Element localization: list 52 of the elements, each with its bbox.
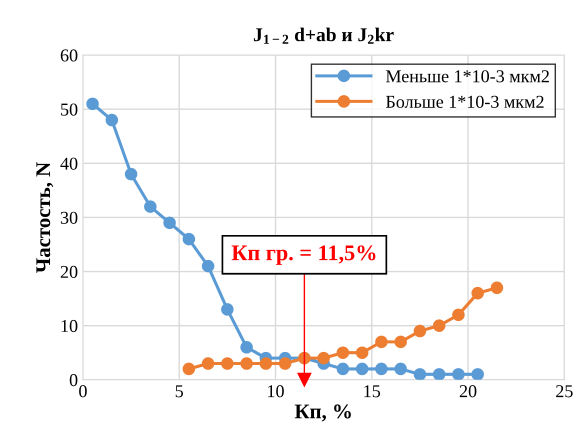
y-tick-label: 10 [62, 320, 78, 332]
x-tick-label: 5 [176, 385, 184, 398]
x-tick-label: 10 [268, 385, 284, 398]
y-axis-title: Частость, N [36, 162, 54, 273]
point [394, 336, 407, 348]
point [414, 368, 426, 380]
x-tick-label: 0 [79, 385, 87, 398]
x-tick-label: 25 [556, 385, 573, 398]
chart-title: J$_{1−2}$ d+ab и J$_{2}$kr [254, 28, 394, 44]
point [471, 286, 484, 300]
point [356, 346, 368, 359]
y-tick-label: 20 [60, 266, 78, 278]
point [278, 357, 292, 370]
point [221, 303, 234, 316]
point [336, 362, 350, 376]
y-tick-label: 60 [60, 49, 78, 62]
legend-label: Меньше 1*10-3 мкм2 [386, 70, 549, 82]
point [182, 362, 196, 376]
point [221, 357, 234, 370]
y-tick-label: 0 [70, 374, 78, 386]
y-tick-label: 40 [60, 158, 78, 170]
point [260, 357, 272, 370]
point [182, 232, 196, 246]
point [317, 352, 330, 364]
point [86, 98, 99, 110]
point [432, 368, 446, 380]
point [394, 362, 407, 376]
point [336, 346, 350, 359]
x-axis-title: Кп, % [294, 404, 351, 422]
point [414, 324, 426, 338]
point [202, 260, 214, 272]
point [163, 216, 176, 230]
point [452, 308, 465, 322]
ref-line-label: Кп гр. = 11,5% [232, 245, 376, 265]
legend-label: Больше 1*10-3 мкм2 [386, 96, 544, 108]
point [490, 282, 504, 294]
point [452, 368, 465, 380]
point [240, 357, 253, 370]
point [202, 357, 214, 370]
point [240, 341, 253, 354]
point [106, 114, 118, 126]
x-tick-label: 15 [364, 385, 380, 398]
x-tick-label: 20 [460, 385, 476, 398]
point [432, 319, 446, 332]
point [471, 368, 484, 380]
point [356, 362, 368, 376]
point [375, 336, 388, 348]
point [375, 362, 388, 376]
point [124, 168, 138, 180]
y-tick-label: 30 [60, 212, 78, 224]
point [144, 200, 157, 213]
y-tick-label: 50 [61, 103, 78, 116]
